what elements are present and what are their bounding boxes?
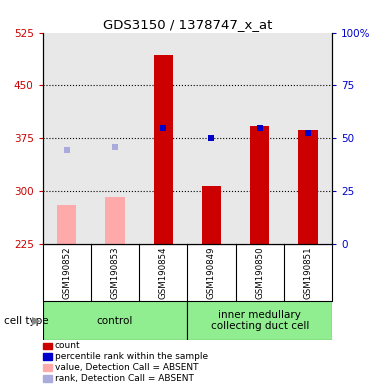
Text: GSM190850: GSM190850 [255, 246, 264, 299]
Text: GSM190853: GSM190853 [111, 246, 119, 299]
Text: count: count [55, 341, 80, 351]
Bar [43, 301, 187, 340]
Bar [298, 130, 318, 244]
Text: rank, Detection Call = ABSENT: rank, Detection Call = ABSENT [55, 374, 193, 383]
Text: percentile rank within the sample: percentile rank within the sample [55, 352, 208, 361]
Text: inner medullary
collecting duct cell: inner medullary collecting duct cell [210, 310, 309, 331]
Bar [202, 186, 221, 244]
Text: cell type: cell type [4, 316, 48, 326]
Text: GSM190852: GSM190852 [62, 246, 71, 299]
Bar [57, 205, 76, 244]
Text: GSM190854: GSM190854 [159, 246, 168, 299]
Bar [187, 301, 332, 340]
Bar [105, 197, 125, 244]
Title: GDS3150 / 1378747_x_at: GDS3150 / 1378747_x_at [103, 18, 272, 31]
Text: GSM190849: GSM190849 [207, 247, 216, 299]
Text: ▶: ▶ [32, 316, 40, 326]
Text: value, Detection Call = ABSENT: value, Detection Call = ABSENT [55, 363, 198, 372]
Bar [250, 126, 269, 244]
Text: control: control [97, 316, 133, 326]
Bar [154, 55, 173, 244]
Text: GSM190851: GSM190851 [303, 246, 312, 299]
